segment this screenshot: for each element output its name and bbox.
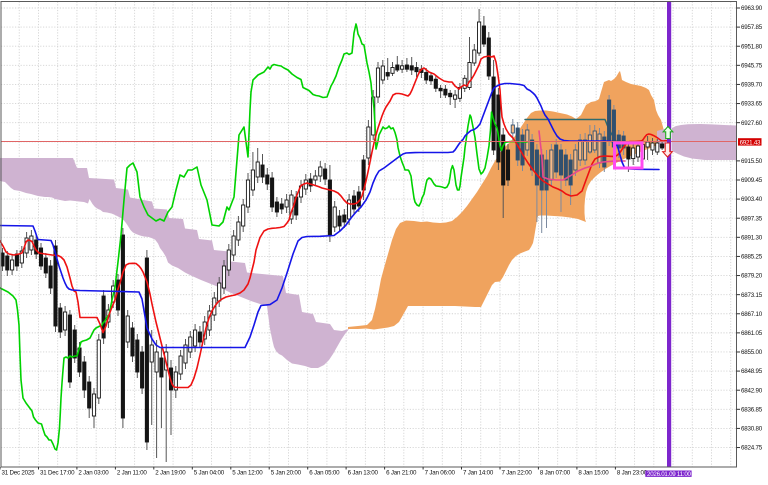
svg-text:6909.45: 6909.45 (741, 177, 763, 184)
svg-text:2 Jan 11:00: 2 Jan 11:00 (117, 470, 147, 477)
svg-text:6891.30: 6891.30 (741, 234, 763, 241)
svg-text:6897.35: 6897.35 (741, 215, 763, 222)
svg-text:2026.01.09 11:00: 2026.01.09 11:00 (647, 471, 692, 478)
svg-text:6 Jan 05:00: 6 Jan 05:00 (309, 470, 340, 477)
svg-text:6861.05: 6861.05 (741, 330, 763, 337)
svg-text:6867.10: 6867.10 (741, 311, 763, 318)
svg-text:6903.40: 6903.40 (741, 196, 763, 203)
svg-text:31 Dec 17:00: 31 Dec 17:00 (40, 470, 75, 477)
svg-text:6945.75: 6945.75 (741, 62, 763, 69)
svg-text:8 Jan 23:00: 8 Jan 23:00 (617, 470, 648, 477)
svg-text:6939.70: 6939.70 (741, 82, 763, 89)
svg-text:6848.95: 6848.95 (741, 368, 763, 375)
svg-text:6824.75: 6824.75 (741, 445, 763, 452)
svg-text:7 Jan 14:00: 7 Jan 14:00 (463, 470, 494, 477)
svg-text:5 Jan 20:00: 5 Jan 20:00 (271, 470, 302, 477)
svg-text:6836.85: 6836.85 (741, 406, 763, 413)
svg-text:6957.85: 6957.85 (741, 24, 763, 31)
svg-text:31 Dec 2025: 31 Dec 2025 (2, 470, 36, 477)
svg-text:6963.90: 6963.90 (741, 5, 763, 12)
svg-text:6830.80: 6830.80 (741, 426, 763, 433)
svg-text:6933.65: 6933.65 (741, 101, 763, 108)
svg-text:2 Jan 03:00: 2 Jan 03:00 (78, 470, 109, 477)
svg-text:6 Jan 21:00: 6 Jan 21:00 (386, 470, 417, 477)
svg-text:6951.80: 6951.80 (741, 43, 763, 50)
svg-text:5 Jan 12:00: 5 Jan 12:00 (232, 470, 263, 477)
svg-text:6879.20: 6879.20 (741, 273, 763, 280)
svg-text:7 Jan 06:00: 7 Jan 06:00 (425, 470, 456, 477)
svg-text:6921.43: 6921.43 (740, 139, 761, 146)
svg-text:8 Jan 07:00: 8 Jan 07:00 (540, 470, 571, 477)
svg-text:7 Jan 22:00: 7 Jan 22:00 (502, 470, 533, 477)
svg-text:2 Jan 19:00: 2 Jan 19:00 (155, 470, 186, 477)
svg-text:6885.25: 6885.25 (741, 254, 763, 261)
svg-text:6842.90: 6842.90 (741, 387, 763, 394)
svg-text:5 Jan 04:00: 5 Jan 04:00 (194, 470, 225, 477)
svg-text:8 Jan 15:00: 8 Jan 15:00 (578, 470, 609, 477)
svg-text:6927.60: 6927.60 (741, 120, 763, 127)
svg-text:6 Jan 13:00: 6 Jan 13:00 (348, 470, 379, 477)
svg-text:6873.15: 6873.15 (741, 292, 763, 299)
svg-text:6855.00: 6855.00 (741, 349, 763, 356)
svg-text:6915.50: 6915.50 (741, 158, 763, 165)
